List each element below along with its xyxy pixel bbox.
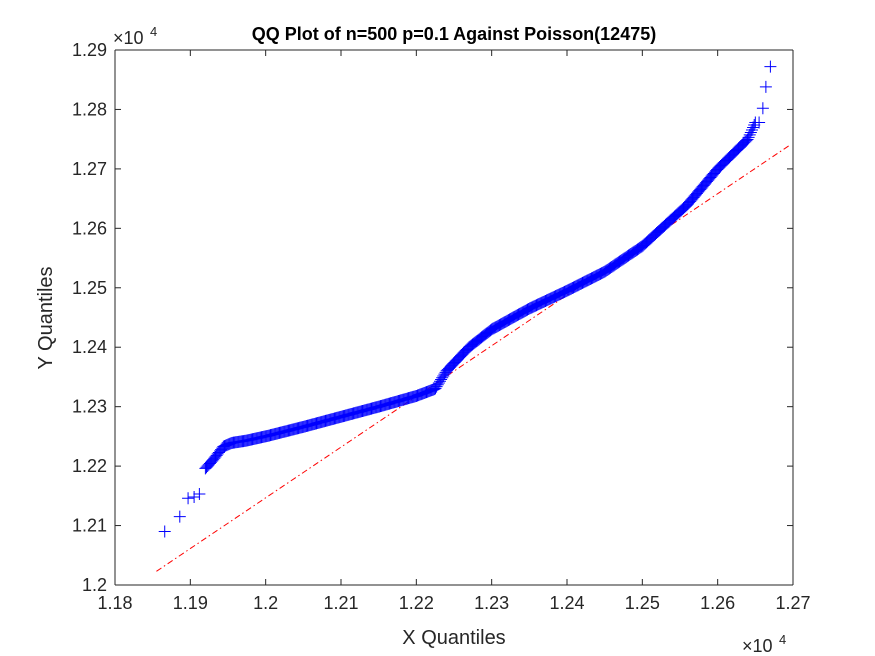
quantile-point	[759, 80, 772, 93]
quantile-point	[748, 119, 761, 132]
svg-text:4: 4	[779, 632, 786, 647]
quantile-point	[743, 128, 756, 141]
reference-fit-line	[156, 144, 792, 572]
quantile-point	[182, 492, 195, 505]
quantile-point	[747, 121, 760, 134]
svg-text:×10: ×10	[113, 28, 144, 48]
chart-title: QQ Plot of n=500 p=0.1 Against Poisson(1…	[252, 24, 656, 44]
x-tick-label: 1.24	[549, 593, 584, 613]
y-tick-label: 1.2	[82, 575, 107, 595]
quantile-point	[188, 491, 201, 504]
x-tick-label: 1.22	[399, 593, 434, 613]
x-ticks-layer: 1.18 1.19 1.2 1.21 1.22 1.23 1.24 1.25 1.26 1.27	[97, 50, 811, 613]
y-tick-label: 1.28	[72, 99, 107, 119]
y-tick-label: 1.21	[72, 516, 107, 536]
y-tick-label: 1.26	[72, 218, 107, 238]
y-tick-label: 1.23	[72, 397, 107, 417]
x-tick-label: 1.23	[474, 593, 509, 613]
x-tick-label: 1.27	[775, 593, 810, 613]
quantile-point	[744, 126, 757, 139]
quantile-point	[740, 134, 753, 147]
y-ticks-layer: 1.2 1.21 1.22 1.23 1.24 1.25 1.26 1.27 1.28 1.29	[72, 40, 793, 595]
quantile-point	[742, 131, 755, 144]
x-exponent-label: ×10 4	[742, 632, 786, 656]
quantile-point	[193, 488, 206, 501]
y-exponent-label: ×10 4	[113, 24, 157, 48]
x-tick-label: 1.26	[700, 593, 735, 613]
quantile-point	[741, 133, 754, 146]
svg-text:4: 4	[150, 24, 157, 39]
reference-line-layer	[156, 144, 792, 572]
quantile-point	[749, 116, 762, 129]
y-axis-label: Y Quantiles	[35, 266, 57, 369]
y-tick-label: 1.22	[72, 456, 107, 476]
quantile-points-layer	[158, 60, 777, 538]
x-tick-label: 1.19	[173, 593, 208, 613]
x-axis-label: X Quantiles	[402, 627, 505, 649]
quantile-point	[745, 123, 758, 136]
plot-area	[115, 50, 793, 585]
x-tick-label: 1.25	[625, 593, 660, 613]
y-tick-label: 1.25	[72, 278, 107, 298]
svg-text:×10: ×10	[742, 636, 773, 656]
x-tick-label: 1.2	[253, 593, 278, 613]
x-tick-label: 1.21	[323, 593, 358, 613]
quantile-point	[173, 510, 186, 523]
y-tick-label: 1.29	[72, 40, 107, 60]
quantile-point	[756, 102, 769, 115]
x-tick-label: 1.18	[97, 593, 132, 613]
quantile-point	[764, 60, 777, 73]
y-tick-label: 1.24	[72, 337, 107, 357]
y-tick-label: 1.27	[72, 159, 107, 179]
quantile-point	[158, 525, 171, 538]
